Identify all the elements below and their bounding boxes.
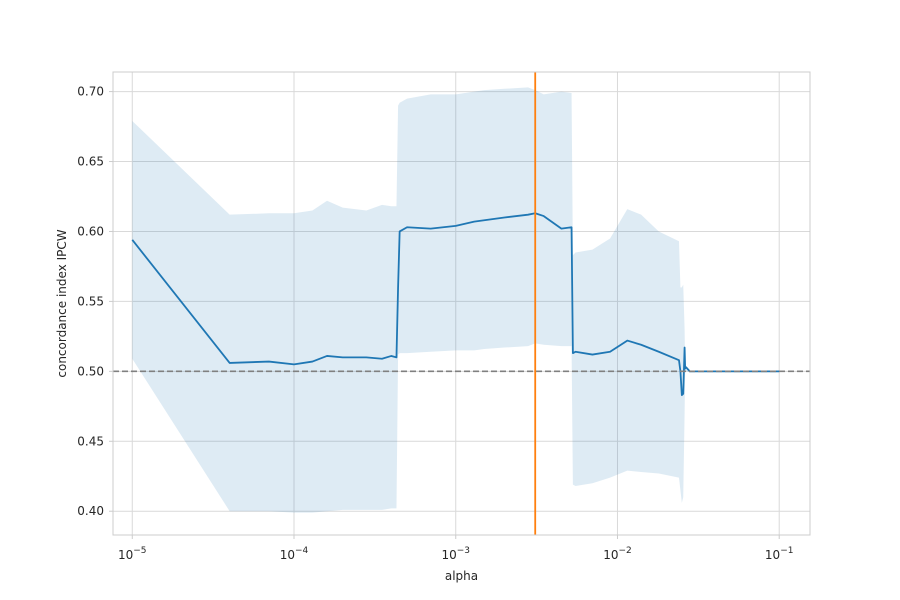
y-axis-ticks: 0.40 0.45 0.50 0.55 0.60 0.65 0.70 [77,85,113,518]
y-tick-label: 0.60 [77,224,104,238]
plot-area [112,71,811,536]
confidence-band-area [132,87,780,513]
x-axis-ticks: 10−5 10−4 10−3 10−2 10−1 [118,535,794,562]
plot-background [113,72,810,535]
reference-lines [113,72,810,535]
gridlines [113,72,810,535]
x-tick-label: 10−4 [280,546,309,562]
plot-frame [112,71,811,536]
y-tick-label: 0.40 [77,504,104,518]
y-axis-label: concordance index IPCW [55,229,69,377]
x-tick-label: 10−5 [118,546,147,562]
x-tick-label: 10−2 [603,546,632,562]
y-tick-label: 0.70 [77,85,104,99]
y-tick-label: 0.50 [77,364,104,378]
x-tick-label: 10−3 [441,546,470,562]
y-tick-label: 0.65 [77,155,104,169]
y-tick-label: 0.55 [77,294,104,308]
series-lines [131,212,780,397]
x-axis-label: alpha [445,569,478,583]
x-tick-label: 10−1 [765,546,794,562]
mean-series-line [131,212,780,397]
confidence-band [132,87,780,513]
y-tick-label: 0.45 [77,434,104,448]
